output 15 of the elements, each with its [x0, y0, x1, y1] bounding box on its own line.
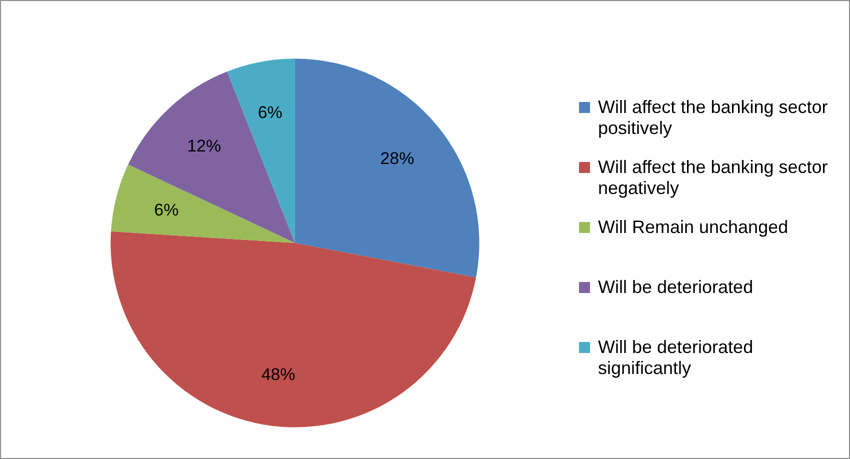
legend-label: Will affect the banking sector positively: [598, 96, 829, 138]
legend-label: Will affect the banking sector negatively: [598, 156, 829, 198]
legend-label: Will be deteriorated significantly: [598, 336, 754, 378]
data-label: 28%: [380, 148, 414, 168]
legend-label: Will be deteriorated: [598, 276, 754, 298]
legend-label: Will Remain unchanged: [598, 216, 788, 238]
pie-slice: [128, 71, 295, 242]
data-label: 6%: [154, 200, 179, 219]
pie-slice: [227, 58, 295, 242]
data-label: 12%: [187, 136, 222, 156]
data-label: 6%: [258, 102, 282, 122]
pie-slice: [110, 164, 295, 242]
pie-slice: [294, 58, 479, 277]
pie-slice: [110, 230, 476, 427]
data-label: 48%: [261, 364, 296, 384]
